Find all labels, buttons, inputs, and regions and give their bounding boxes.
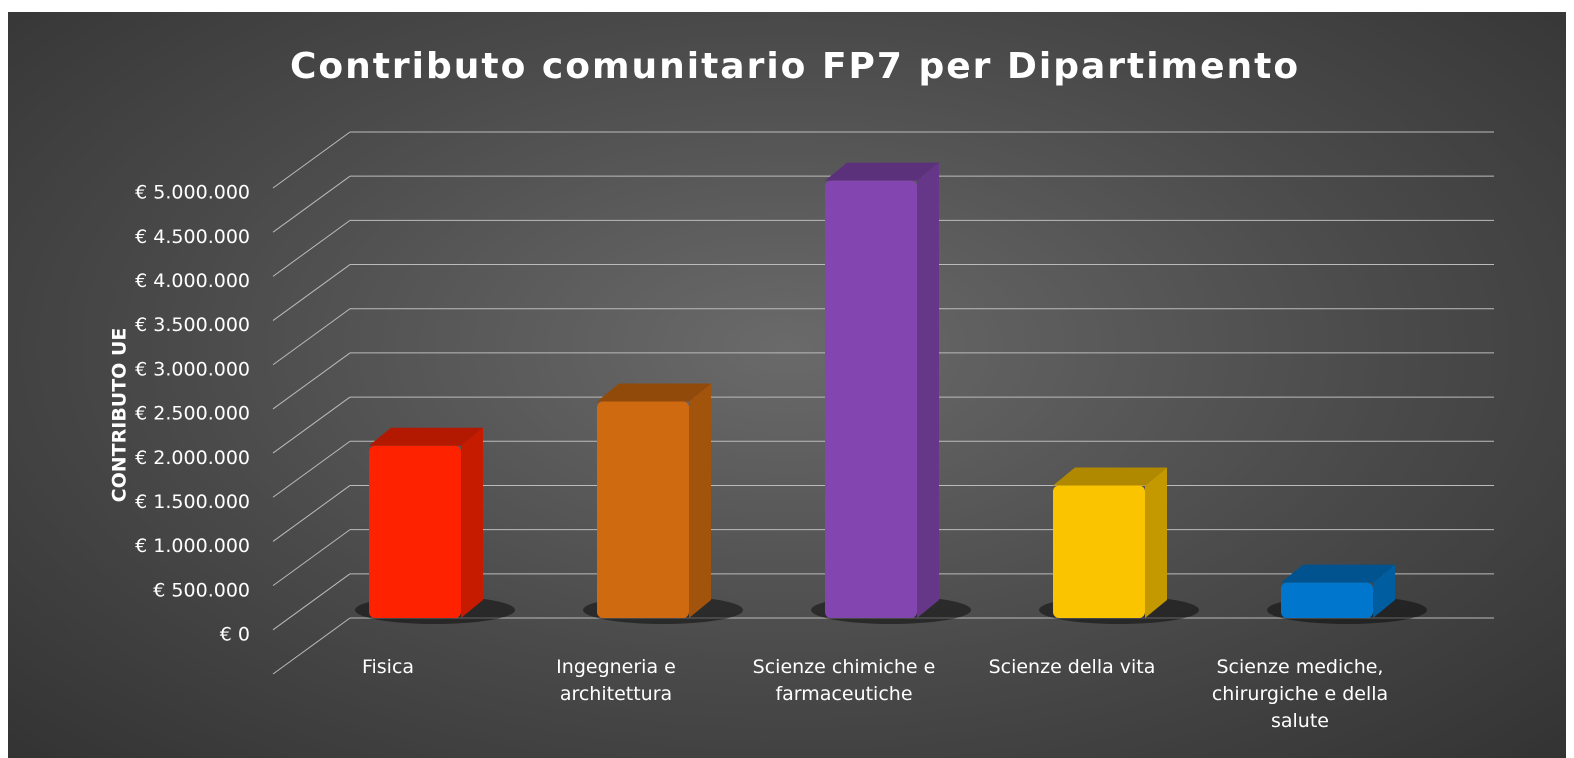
grid-line (272, 219, 351, 277)
y-axis-label: CONTRIBUTO UE (109, 328, 131, 503)
frame-line (272, 131, 351, 189)
bar (825, 180, 917, 618)
grid-line (272, 573, 351, 631)
grid-line (272, 617, 351, 675)
bar (1281, 582, 1373, 618)
grid-line (272, 264, 351, 321)
y-tick-label: € 5.000.000 (135, 182, 250, 204)
y-tick-label: € 3.500.000 (135, 314, 250, 336)
bar (369, 445, 461, 618)
grid-line (272, 396, 351, 454)
bar-top (597, 383, 711, 402)
bar-side (917, 162, 939, 618)
bar-top (1281, 564, 1395, 583)
grid-line (272, 485, 351, 542)
bar-side (689, 383, 711, 618)
chart-background (8, 12, 1566, 758)
y-tick-label: € 2.000.000 (135, 447, 250, 469)
y-tick-label: € 4.500.000 (135, 226, 250, 248)
bar-top (369, 427, 483, 446)
chart-title: Contributo comunitario FP7 per Dipartime… (290, 46, 1300, 87)
y-tick-label: € 2.500.000 (135, 403, 250, 425)
bar (1053, 485, 1145, 618)
bar-top (825, 162, 939, 181)
y-tick-label: € 1.000.000 (135, 535, 250, 557)
bar-side (1145, 467, 1167, 618)
grid-line (272, 352, 351, 410)
y-tick-label: € 3.000.000 (135, 358, 250, 380)
x-tick-label: Fisica (361, 656, 415, 678)
x-tick-label: Scienze della vita (988, 656, 1156, 678)
y-tick-label: € 1.500.000 (135, 491, 250, 513)
bar-side (1373, 564, 1395, 618)
grid-line (272, 529, 351, 587)
y-tick-label: € 4.000.000 (135, 270, 250, 292)
y-tick-label: € 500.000 (153, 579, 250, 601)
grid-line (272, 175, 351, 233)
y-tick-label: € 0 (220, 624, 250, 646)
bar (597, 401, 689, 618)
x-tick-label: Scienze mediche, chirurgiche e della sal… (1211, 656, 1389, 732)
bar-top (1053, 467, 1167, 486)
bar-side (461, 427, 483, 618)
grid-line (272, 440, 351, 498)
x-tick-label: Ingegneria e architettura (556, 656, 676, 705)
x-tick-label: Scienze chimiche e farmaceutiche (752, 656, 936, 705)
grid-line (272, 308, 351, 366)
